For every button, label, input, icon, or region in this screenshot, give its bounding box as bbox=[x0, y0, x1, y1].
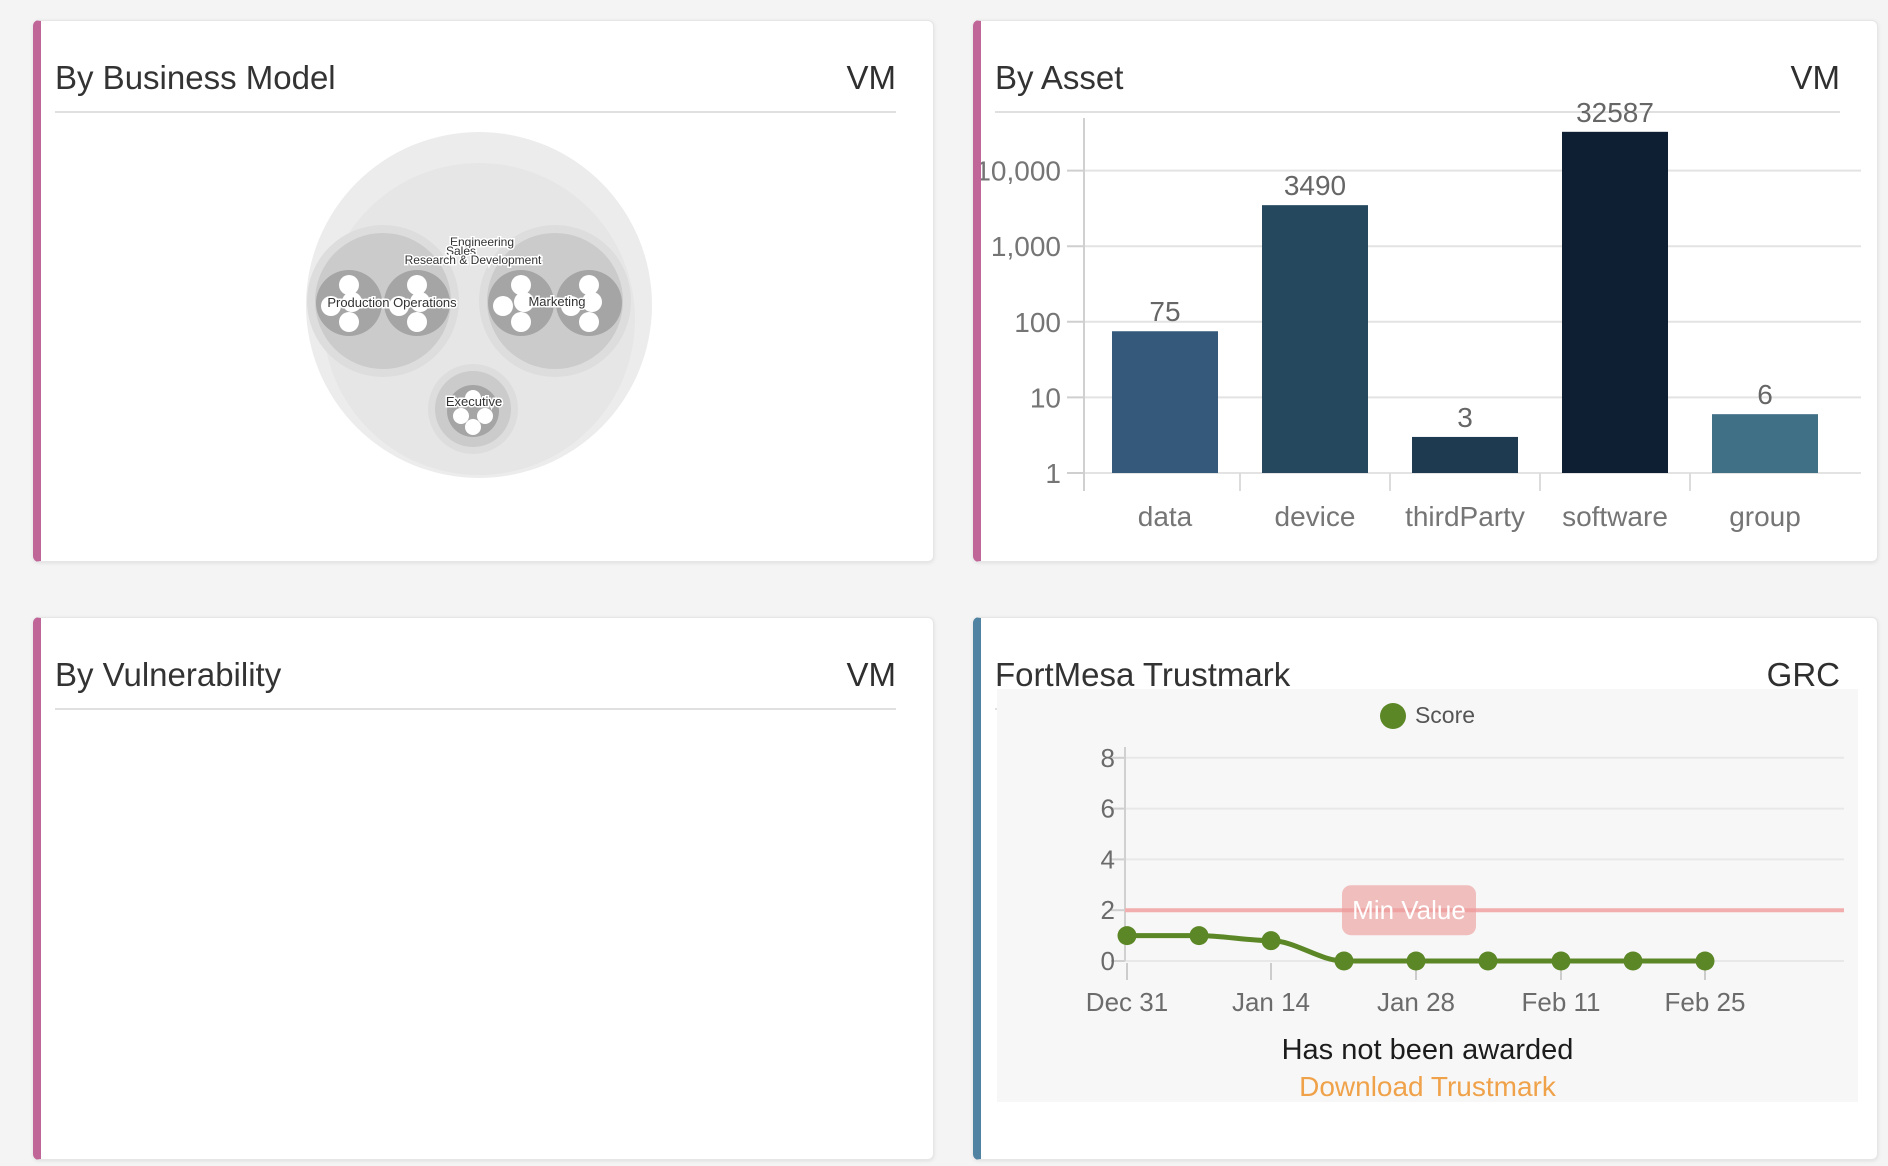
score-point bbox=[1261, 931, 1281, 951]
y-tick-label: 100 bbox=[1014, 307, 1061, 338]
card-tag-vm: VM bbox=[1790, 59, 1841, 96]
y-tick-label: 0 bbox=[1101, 946, 1115, 976]
score-point bbox=[1406, 951, 1426, 971]
member-dot bbox=[342, 292, 362, 312]
score-legend: Score bbox=[997, 702, 1858, 729]
trustmark-status: Has not been awarded bbox=[1281, 1034, 1574, 1066]
card-tag-vm: VM bbox=[846, 656, 897, 693]
bar-value-label: 75 bbox=[1149, 296, 1180, 327]
card-header: By Business Model VM bbox=[55, 21, 896, 113]
card-header: By Asset VM bbox=[995, 21, 1840, 113]
y-tick-label: 8 bbox=[1101, 743, 1115, 773]
member-dot bbox=[582, 292, 602, 312]
y-tick-label: 2 bbox=[1101, 895, 1115, 925]
x-category-label: group bbox=[1729, 501, 1801, 532]
member-dot bbox=[453, 408, 469, 424]
member-dot bbox=[579, 312, 599, 332]
x-tick-label: Feb 25 bbox=[1665, 987, 1746, 1017]
score-legend-label: Score bbox=[1414, 702, 1476, 728]
asset-bar-chart: 1 10 100 1,000 10,000 75 data 3490 device 3 thirdP… bbox=[981, 97, 1861, 532]
card-by-business-model: Engineering Sales Research & Development Pr… bbox=[33, 20, 934, 562]
bar-value-label: 3490 bbox=[1284, 170, 1346, 201]
x-tick-label: Jan 14 bbox=[1232, 987, 1310, 1017]
card-title: By Business Model bbox=[55, 59, 336, 96]
card-by-asset: 1 10 100 1,000 10,000 75 data 3490 device 3 thirdP… bbox=[973, 20, 1878, 562]
bar-software bbox=[1562, 131, 1668, 473]
bar-value-label: 6 bbox=[1757, 379, 1773, 410]
member-dot bbox=[579, 275, 599, 295]
member-dot bbox=[511, 312, 531, 332]
card-title: By Vulnerability bbox=[55, 656, 282, 693]
y-tick-label: 1 bbox=[1045, 458, 1061, 489]
score-point bbox=[1478, 951, 1498, 971]
card-by-vulnerability: By Vulnerability VM bbox=[33, 617, 934, 1160]
member-dot bbox=[339, 275, 359, 295]
bubble-label-marketing: Marketing bbox=[528, 294, 585, 309]
x-category-label: data bbox=[1138, 501, 1193, 532]
bubble-label-production-operations: Production Operations bbox=[327, 295, 457, 310]
member-dot bbox=[339, 312, 359, 332]
score-point bbox=[1334, 951, 1354, 971]
member-dot bbox=[407, 312, 427, 332]
bar-value-label: 32587 bbox=[1576, 97, 1654, 128]
bar-group bbox=[1712, 414, 1818, 473]
score-point bbox=[1695, 951, 1715, 971]
min-value-badge-label: Min Value bbox=[1352, 895, 1466, 925]
score-point bbox=[1551, 951, 1571, 971]
member-dot bbox=[493, 296, 513, 316]
score-line-chart: 0 2 4 6 8 Dec 31 Jan 14 Jan 28 Feb 11 Feb 25 Min V… bbox=[1086, 743, 1844, 1017]
member-dot bbox=[321, 296, 341, 316]
score-point bbox=[1189, 926, 1209, 946]
score-point bbox=[1623, 951, 1643, 971]
member-dot bbox=[477, 408, 493, 424]
member-dot bbox=[407, 275, 427, 295]
trustmark-panel: 0 2 4 6 8 Dec 31 Jan 14 Jan 28 Feb 11 Feb 25 Min V… bbox=[997, 689, 1858, 1102]
score-point bbox=[1117, 926, 1137, 946]
member-dot bbox=[389, 296, 409, 316]
member-dot bbox=[410, 292, 430, 312]
bubble-label-engineering: Engineering bbox=[450, 235, 514, 249]
x-tick-label: Feb 11 bbox=[1521, 987, 1600, 1017]
y-tick-label: 4 bbox=[1101, 844, 1115, 874]
bar-device bbox=[1262, 205, 1368, 473]
bar-data bbox=[1112, 331, 1218, 473]
bubble-label-rnd: Research & Development bbox=[405, 253, 542, 267]
x-tick-label: Jan 28 bbox=[1377, 987, 1455, 1017]
card-tag-vm: VM bbox=[846, 59, 897, 96]
x-category-label: thirdParty bbox=[1405, 501, 1525, 532]
y-tick-label: 10 bbox=[1030, 382, 1061, 413]
card-title: By Asset bbox=[995, 59, 1124, 96]
score-legend-dot-icon bbox=[1379, 702, 1406, 729]
x-tick-label: Dec 31 bbox=[1086, 987, 1168, 1017]
member-dot bbox=[465, 419, 481, 435]
min-value-badge bbox=[1342, 885, 1476, 936]
x-category-label: software bbox=[1562, 501, 1668, 532]
download-trustmark-link[interactable]: Download Trustmark bbox=[1299, 1071, 1556, 1102]
y-tick-label: 6 bbox=[1101, 794, 1115, 824]
bar-thirdParty bbox=[1412, 436, 1518, 473]
card-title: FortMesa Trustmark bbox=[995, 656, 1291, 693]
x-category-label: device bbox=[1275, 501, 1356, 532]
bubble-label-sales: Sales bbox=[446, 244, 476, 258]
member-dot bbox=[511, 275, 531, 295]
team-circle bbox=[447, 385, 499, 437]
card-fortmesa-trustmark: FortMesa Trustmark GRC 0 2 4 6 8 Dec 31 Jan 14… bbox=[973, 617, 1878, 1160]
bubble-label-executive: Executive bbox=[446, 394, 502, 409]
member-dot bbox=[465, 390, 481, 406]
y-tick-label: 10,000 bbox=[981, 156, 1061, 187]
member-dot bbox=[561, 296, 581, 316]
card-tag-grc: GRC bbox=[1766, 656, 1840, 693]
card-header: By Vulnerability VM bbox=[55, 618, 896, 710]
y-tick-label: 1,000 bbox=[991, 231, 1061, 262]
member-dot bbox=[514, 292, 534, 312]
bar-value-label: 3 bbox=[1457, 402, 1473, 433]
